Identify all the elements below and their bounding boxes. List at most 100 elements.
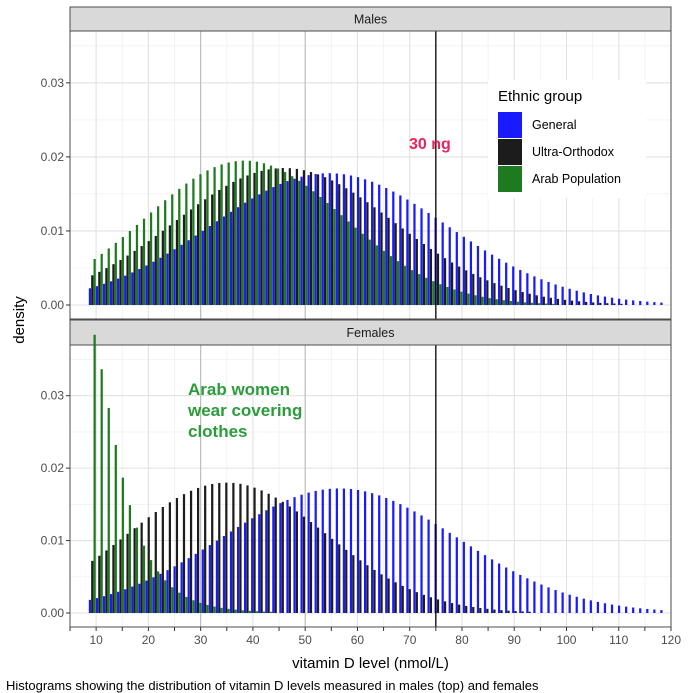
bar-ultra-orthodox — [479, 277, 482, 305]
bar-general — [540, 584, 543, 613]
bar-ultra-orthodox — [133, 528, 136, 613]
bar-ultra-orthodox — [91, 560, 94, 613]
bar-general — [526, 273, 529, 305]
bar-ultra-orthodox — [345, 188, 348, 305]
bar-general — [554, 590, 557, 613]
bar-general — [236, 527, 240, 613]
bar-general — [131, 272, 134, 305]
bar-general — [349, 489, 353, 613]
bar-arab-population — [213, 606, 216, 613]
bar-general — [554, 284, 557, 305]
bar-general — [490, 254, 494, 305]
bar-general — [222, 536, 226, 613]
bar-ultra-orthodox — [232, 181, 235, 305]
bar-ultra-orthodox — [140, 522, 143, 613]
legend-label: Arab Population — [532, 172, 621, 186]
bar-general — [293, 178, 296, 305]
bar-ultra-orthodox — [267, 493, 270, 613]
bar-general — [187, 240, 190, 305]
bar-ultra-orthodox — [189, 209, 193, 305]
bar-general — [208, 545, 211, 613]
bar-ultra-orthodox — [168, 502, 171, 613]
bar-general — [441, 222, 444, 305]
x-tick-label: 50 — [298, 633, 312, 647]
bar-arab-population — [199, 602, 202, 613]
bar-arab-population — [403, 265, 407, 305]
bar-ultra-orthodox — [577, 301, 581, 305]
bar-general — [88, 599, 92, 613]
bar-ultra-orthodox — [514, 290, 517, 305]
bar-ultra-orthodox — [175, 498, 179, 613]
bar-ultra-orthodox — [387, 578, 390, 613]
bar-general — [293, 497, 296, 613]
y-tick-label: 0.02 — [41, 150, 65, 164]
bar-arab-population — [418, 274, 421, 305]
bar-general — [328, 173, 331, 305]
legend-key-swatch — [498, 139, 522, 165]
bar-arab-population — [368, 239, 371, 305]
y-tick-label: 0.00 — [41, 298, 65, 312]
bar-ultra-orthodox — [105, 268, 108, 305]
bar-ultra-orthodox — [295, 511, 298, 613]
bar-general — [328, 488, 331, 613]
bar-ultra-orthodox — [493, 283, 496, 305]
bar-general — [646, 301, 649, 305]
bar-general — [363, 491, 367, 613]
bar-general — [420, 515, 423, 613]
bar-arab-population — [171, 194, 174, 305]
y-axis-title: density — [11, 296, 28, 344]
bar-general — [455, 232, 458, 305]
bar-ultra-orthodox — [429, 597, 433, 613]
bar-general — [378, 184, 381, 305]
bar-general — [152, 577, 155, 613]
bar-general — [512, 266, 515, 305]
bar-arab-population — [291, 176, 294, 305]
bar-general — [117, 591, 120, 613]
bar-general — [660, 302, 663, 305]
bar-general — [138, 583, 141, 613]
bar-general — [561, 286, 564, 305]
bar-general — [385, 497, 388, 613]
bar-ultra-orthodox — [288, 506, 291, 613]
bar-arab-population — [474, 295, 477, 305]
bar-general — [173, 249, 176, 305]
x-tick-label: 110 — [609, 633, 628, 647]
bar-ultra-orthodox — [204, 199, 207, 305]
bar-arab-population — [227, 608, 230, 613]
bar-general — [145, 580, 148, 613]
bar-ultra-orthodox — [239, 178, 242, 305]
facet-strip — [69, 319, 672, 346]
bar-general — [307, 492, 310, 613]
bar-arab-population — [326, 202, 329, 305]
bar-general — [469, 546, 473, 613]
bar-general — [526, 578, 529, 613]
bar-general — [596, 295, 600, 305]
bar-general — [427, 519, 430, 613]
bar-ultra-orthodox — [91, 275, 94, 305]
bar-arab-population — [255, 611, 259, 613]
bar-arab-population — [248, 160, 251, 305]
bar-ultra-orthodox — [211, 194, 214, 305]
bar-general — [561, 592, 564, 613]
bar-ultra-orthodox — [359, 197, 362, 305]
bar-general — [533, 276, 536, 305]
x-tick-label: 90 — [508, 633, 522, 647]
bar-general — [102, 596, 106, 613]
bar-general — [639, 301, 642, 305]
bar-general — [258, 514, 261, 613]
bar-general — [244, 202, 247, 305]
bar-general — [420, 208, 423, 305]
x-tick-label: 20 — [142, 633, 156, 647]
bar-ultra-orthodox — [295, 168, 298, 305]
bar-arab-population — [142, 218, 146, 305]
facet-strip — [69, 6, 672, 32]
bar-general — [413, 511, 416, 613]
reference-label: 30 ng — [409, 136, 451, 153]
bar-general — [194, 235, 197, 305]
bar-ultra-orthodox — [450, 262, 454, 305]
bar-arab-population — [481, 296, 484, 305]
bar-general — [363, 179, 367, 305]
bar-arab-population — [255, 161, 259, 305]
bar-ultra-orthodox — [507, 288, 510, 305]
bar-general — [349, 175, 353, 305]
